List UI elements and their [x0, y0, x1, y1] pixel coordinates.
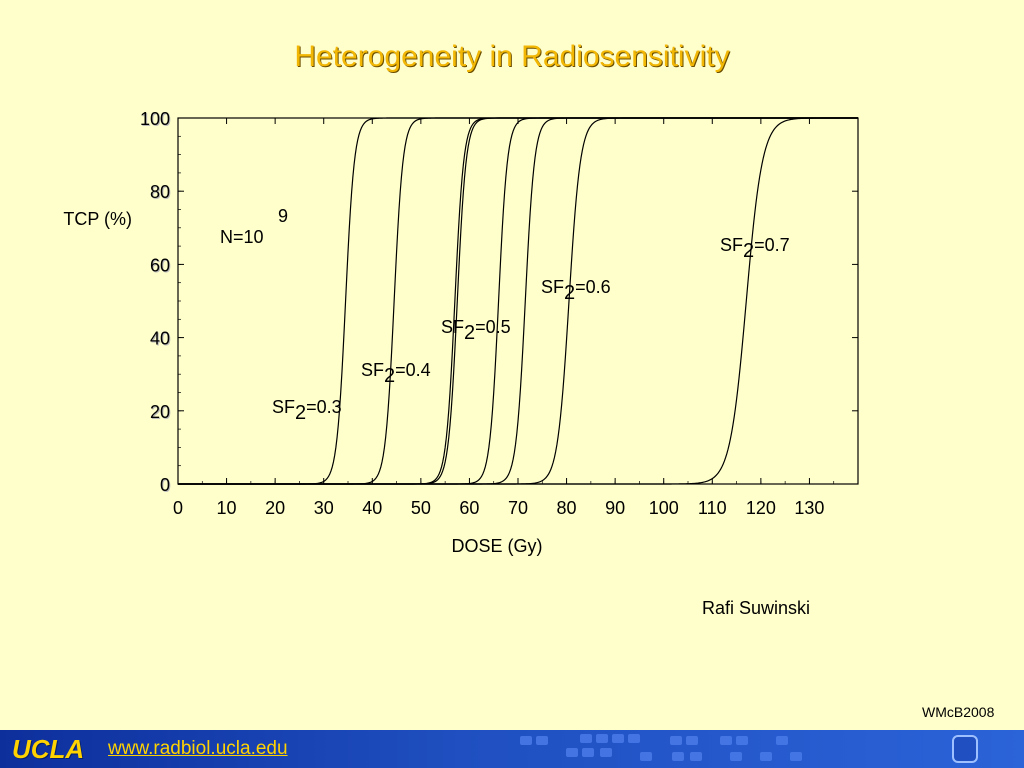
footer-pattern	[0, 730, 1024, 768]
tcp-curve-6	[178, 117, 858, 485]
x-axis-label: DOSE (Gy)	[451, 536, 542, 556]
tcp-curve-7	[178, 117, 858, 485]
x-tick-label: 60	[459, 498, 479, 518]
watermark: WMcB2008	[922, 704, 995, 720]
x-tick-label: 80	[557, 498, 577, 518]
y-tick-label: 20	[150, 402, 170, 422]
slide-title: Heterogeneity in Radiosensitivity	[294, 40, 730, 73]
plot-frame	[177, 117, 859, 485]
x-tick-label: 20	[265, 498, 285, 518]
y-axis-label: TCP (%)	[63, 209, 132, 229]
tcp-curve-3	[178, 117, 858, 485]
cell-number-exponent: 9	[278, 206, 288, 226]
tcp-curve-4	[178, 117, 858, 485]
tcp-curve-2	[178, 117, 858, 485]
x-tick-label: 110	[698, 498, 727, 518]
sf2-label: SF2=0.7	[720, 235, 790, 262]
tcp-curve-8	[178, 117, 858, 485]
y-tick-label: 40	[150, 329, 170, 349]
cell-number-annotation: N=10	[220, 227, 264, 247]
footer-bar: UCLA www.radbiol.ucla.edu	[0, 730, 1024, 768]
y-tick-label: 0	[160, 475, 170, 495]
x-tick-label: 30	[314, 498, 334, 518]
y-tick-label: 60	[150, 255, 170, 275]
x-tick-label: 50	[411, 498, 431, 518]
x-tick-label: 130	[794, 498, 824, 518]
sf2-label: SF2=0.5	[441, 317, 511, 344]
ucla-logo: UCLA	[12, 734, 85, 764]
x-tick-label: 90	[605, 498, 625, 518]
x-tick-label: 120	[746, 498, 776, 518]
x-tick-label: 0	[173, 498, 183, 518]
tcp-curve-5	[178, 117, 858, 485]
tcp-curve-1	[178, 117, 858, 485]
sf2-label: SF2=0.6	[541, 277, 611, 304]
navigation-icon[interactable]	[952, 735, 978, 763]
x-tick-label: 40	[362, 498, 382, 518]
tcp-chart: 0 20 40 60 80 100 0 10 20 30 40 50 60 70 80 90 100 110 120…	[63, 109, 859, 556]
website-link[interactable]: www.radbiol.ucla.edu	[108, 738, 288, 759]
x-tick-label: 100	[649, 498, 679, 518]
sf2-label: SF2=0.4	[361, 360, 431, 387]
y-tick-label: 100	[140, 109, 170, 129]
x-tick-label: 70	[508, 498, 528, 518]
x-tick-label: 10	[217, 498, 237, 518]
author-credit: Rafi Suwinski	[702, 598, 811, 618]
sf2-label: SF2=0.3	[272, 397, 342, 424]
y-tick-label: 80	[150, 182, 170, 202]
